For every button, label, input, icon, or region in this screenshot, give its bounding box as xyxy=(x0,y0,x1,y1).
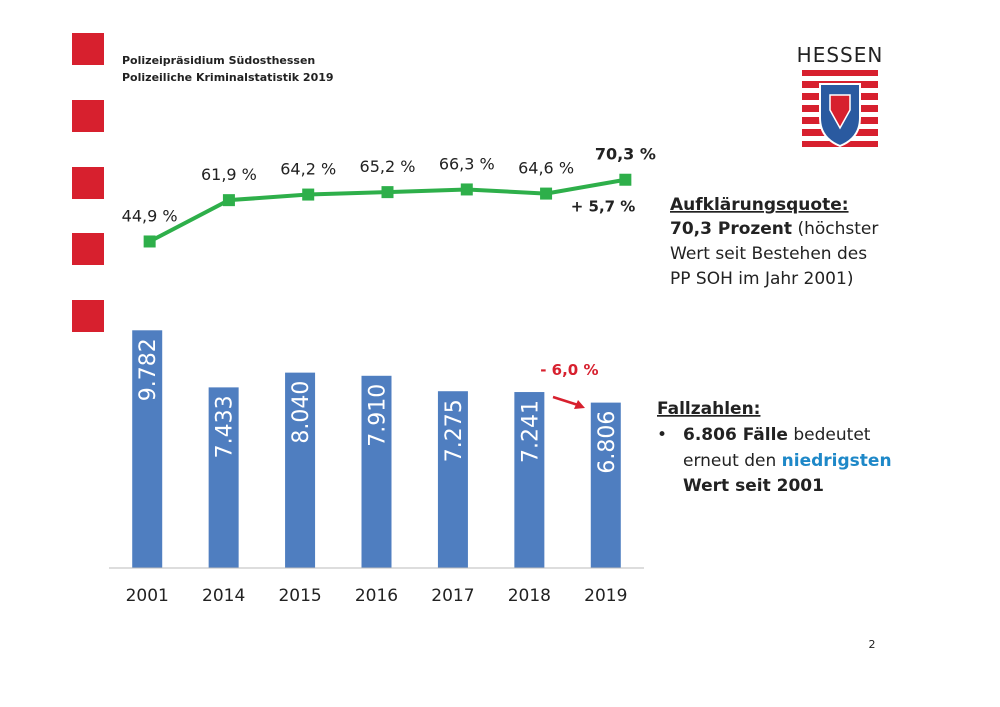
quote-line: Wert seit Bestehen des xyxy=(670,244,867,264)
value-label: 44,9 % xyxy=(122,206,178,225)
logo-stripe xyxy=(802,76,878,81)
marker xyxy=(143,235,156,248)
value-label: 64,6 % xyxy=(518,159,574,178)
annotation: - 6,0 % xyxy=(540,361,598,379)
value-label: 70,3 % xyxy=(595,145,656,164)
bar xyxy=(132,330,163,568)
bar xyxy=(208,387,239,568)
quote-box: Aufklärungsquote: 70,3 Prozent (höchster… xyxy=(670,195,878,289)
x-tick-label: 2017 xyxy=(431,586,474,606)
cases-line: 6.806 Fälle bedeutet xyxy=(683,425,871,445)
logo: HESSEN xyxy=(797,43,884,148)
x-tick-label: 2001 xyxy=(126,586,169,606)
value-label: 61,9 % xyxy=(201,165,257,184)
quote-line: 70,3 Prozent (höchster xyxy=(670,219,878,239)
value-label: 6.806 xyxy=(595,411,620,474)
value-label: 7.433 xyxy=(213,395,238,458)
value-label: 7.241 xyxy=(518,400,543,463)
marker xyxy=(619,173,632,186)
header-line: Polizeiliche Kriminalstatistik 2019 xyxy=(122,71,334,84)
value-label: 7.275 xyxy=(442,399,467,462)
marker xyxy=(302,188,315,201)
deco-square xyxy=(72,167,104,199)
annotation: + 5,7 % xyxy=(571,198,636,216)
arrow-head xyxy=(574,400,585,409)
cases-heading: Fallzahlen: xyxy=(657,399,760,419)
bar xyxy=(437,391,468,568)
bar xyxy=(361,375,392,568)
logo-text: HESSEN xyxy=(797,43,884,67)
arrow-line xyxy=(552,395,579,407)
logo-lion xyxy=(829,94,851,130)
red-squares xyxy=(72,33,104,332)
cases-bullet: • xyxy=(657,425,667,445)
value-label: 9.782 xyxy=(136,338,161,401)
marker xyxy=(222,194,235,207)
quote-bold: 70,3 Prozent xyxy=(670,219,792,239)
marker xyxy=(460,183,473,196)
deco-square xyxy=(72,300,104,332)
cases-blue: Wert seit 2001 xyxy=(683,476,824,496)
value-label: 64,2 % xyxy=(280,160,336,179)
marker xyxy=(540,187,553,200)
x-tick-label: 2014 xyxy=(202,586,245,606)
value-label: 65,2 % xyxy=(360,157,416,176)
bar xyxy=(285,372,316,568)
cases-bold: 6.806 Fälle xyxy=(683,425,788,445)
x-tick-label: 2018 xyxy=(508,586,551,606)
bar xyxy=(590,402,621,568)
deco-square xyxy=(72,100,104,132)
x-tick-label: 2016 xyxy=(355,586,398,606)
value-label: 8.040 xyxy=(289,381,314,444)
cases-plain: erneut den xyxy=(683,451,782,471)
bar xyxy=(514,392,545,568)
deco-square xyxy=(72,233,104,265)
marker xyxy=(381,186,394,199)
charts: 44,9 % 61,9 % 64,2 % 65,2 % 66,3 % 64,6 % 70,3… xyxy=(109,145,656,606)
quote-heading: Aufklärungsquote: xyxy=(670,195,849,215)
cases-rest: bedeutet xyxy=(788,425,871,445)
x-tick-label: 2015 xyxy=(278,586,321,606)
cases-blue: niedrigsten xyxy=(782,451,892,471)
cases-box: Fallzahlen: • 6.806 Fälle bedeutet erneu… xyxy=(657,399,892,496)
page-number: 2 xyxy=(869,638,876,651)
header-line: Polizeipräsidium Südosthessen xyxy=(122,54,315,67)
value-label: 66,3 % xyxy=(439,154,495,173)
cases-line: erneut den niedrigsten xyxy=(683,451,892,471)
arrow xyxy=(552,395,585,409)
value-label: 7.910 xyxy=(366,384,391,447)
x-tick-label: 2019 xyxy=(584,586,627,606)
quote-line: PP SOH im Jahr 2001) xyxy=(670,269,853,289)
deco-square xyxy=(72,33,104,65)
quote-rest: (höchster xyxy=(792,219,878,239)
